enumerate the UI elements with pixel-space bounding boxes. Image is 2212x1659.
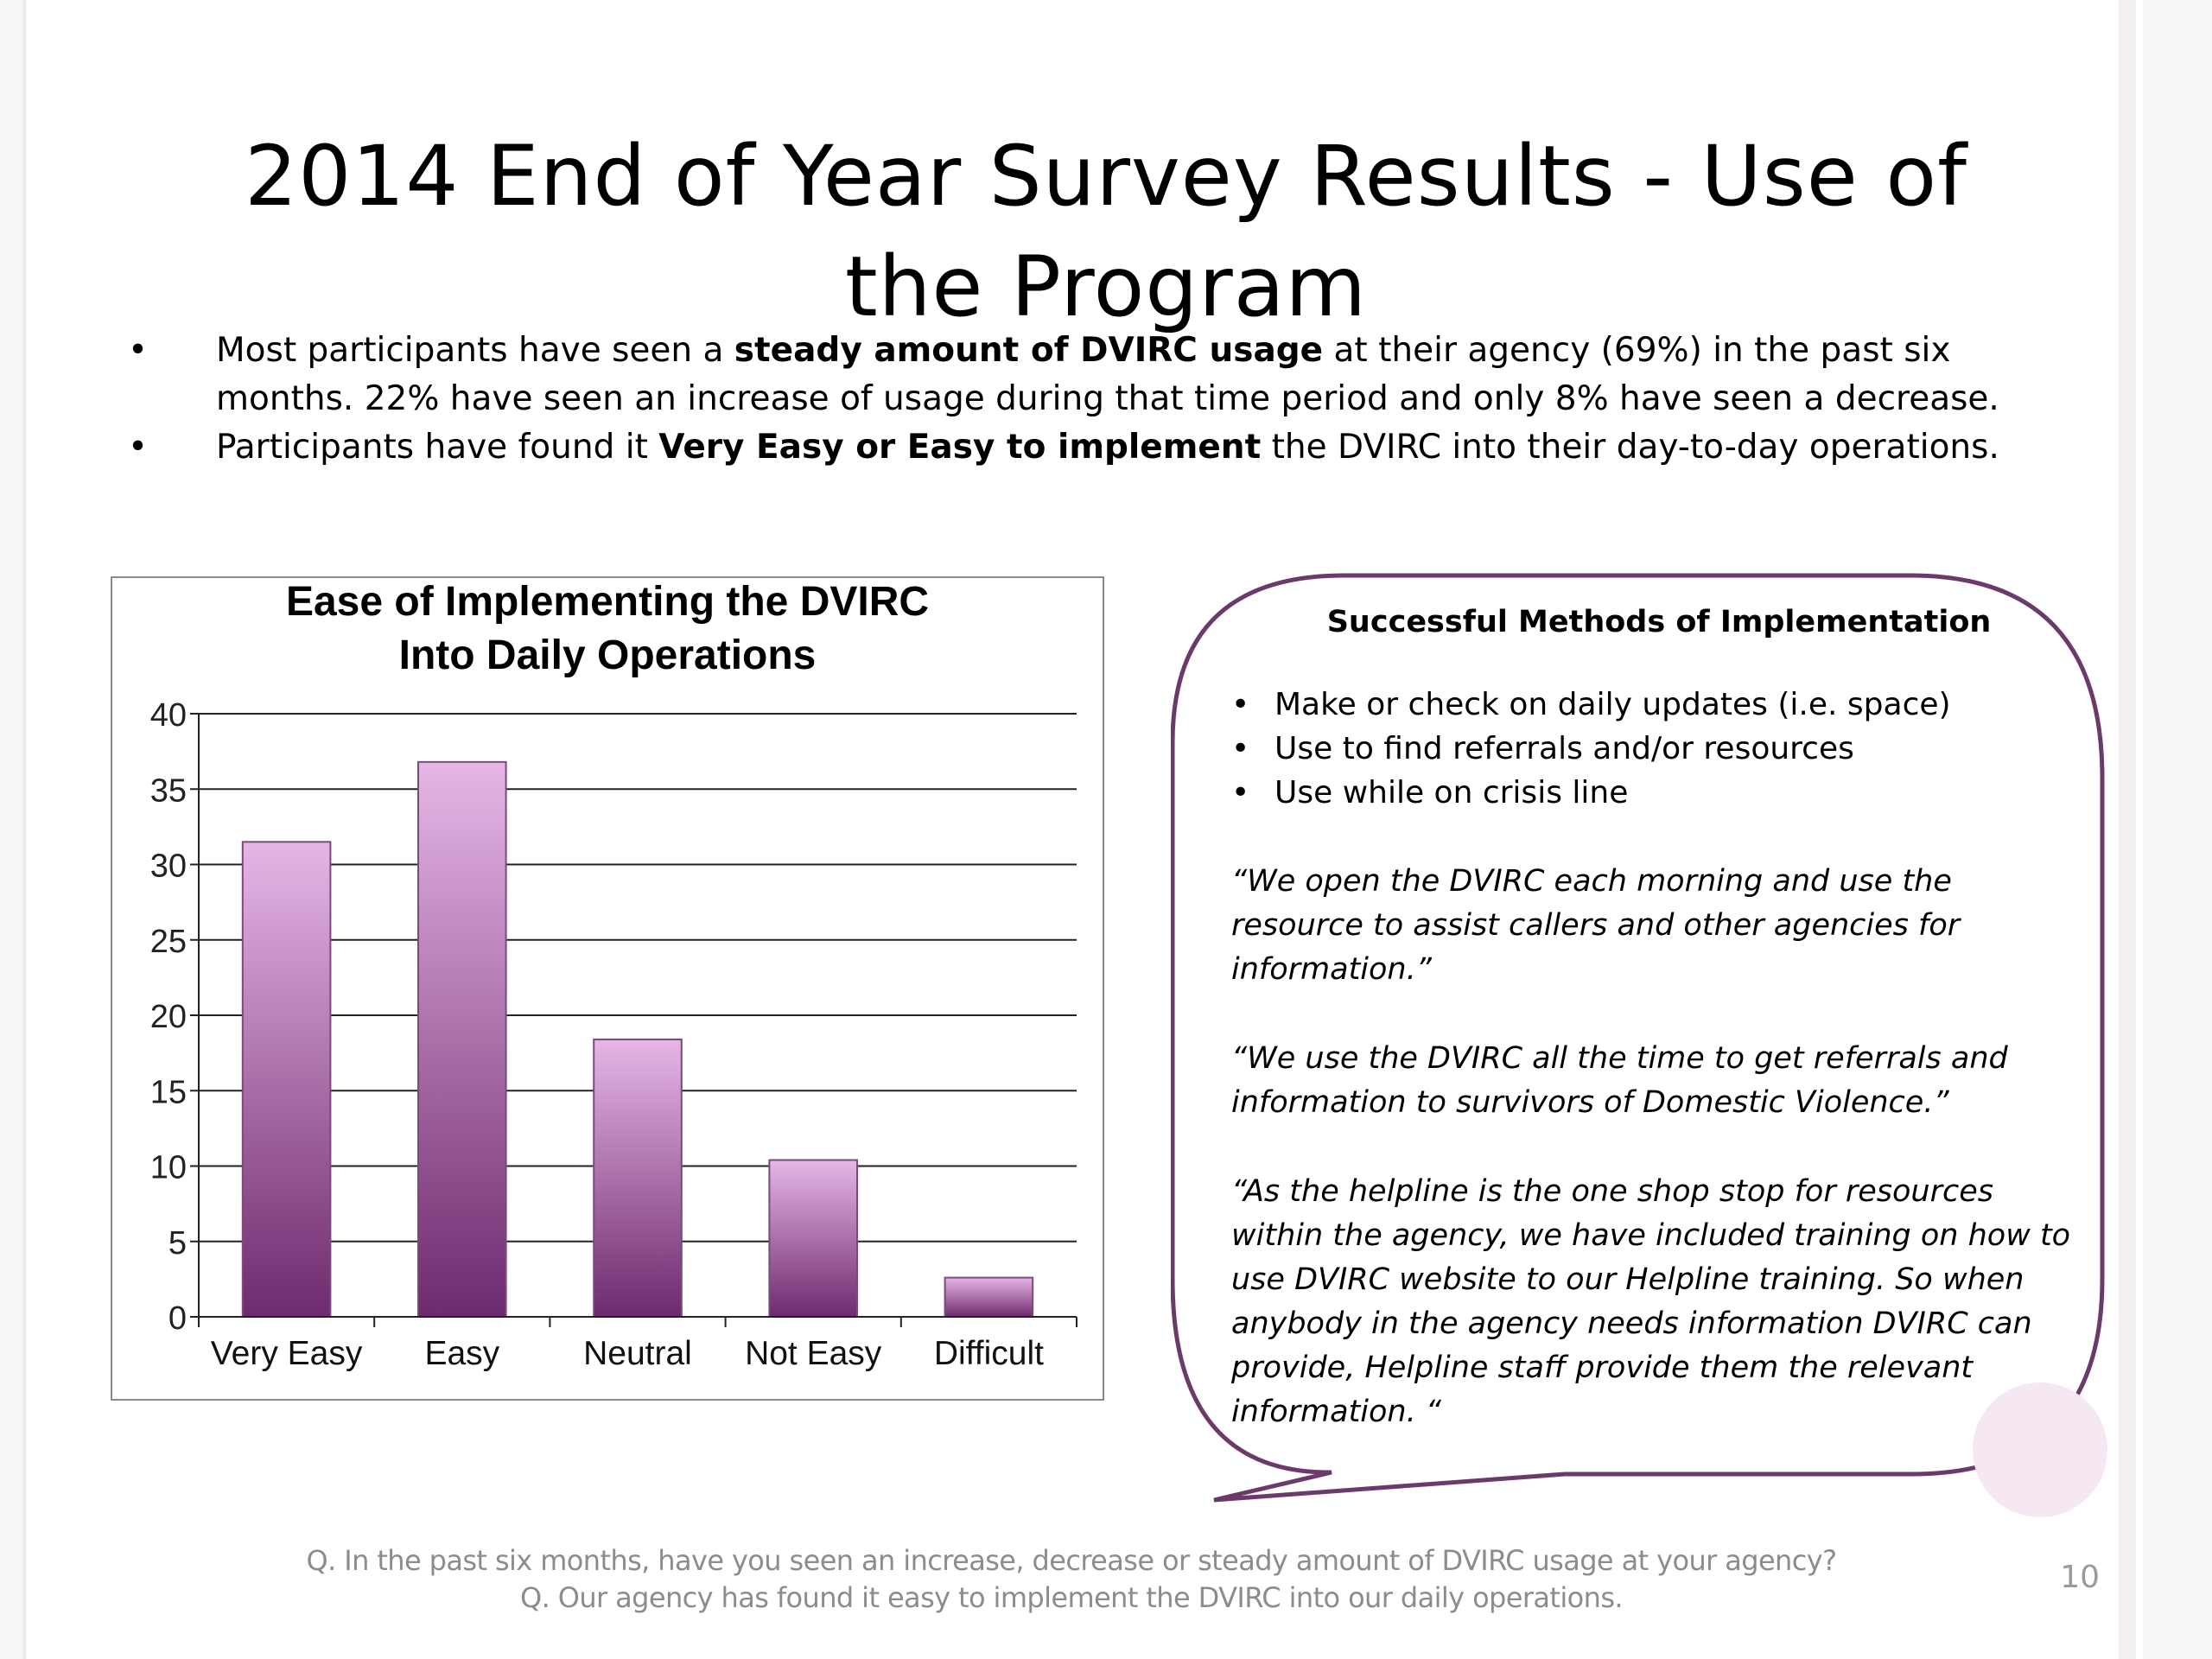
y-tick-label: 5 — [168, 1225, 187, 1262]
bullet-text: at their agency (69%) in the past six mo… — [216, 331, 1999, 418]
testimonial-quote: “We open the DVIRC each morning and use … — [1231, 864, 1961, 987]
method-item: Make or check on daily updates (i.e. spa… — [1231, 683, 2087, 727]
survey-question-2: Q. Our agency has found it easy to imple… — [520, 1581, 1624, 1614]
testimonial-quote: “We use the DVIRC all the time to get re… — [1231, 1041, 2008, 1120]
survey-question-1: Q. In the past six months, have you seen… — [306, 1544, 1838, 1577]
y-tick-label: 15 — [150, 1074, 187, 1110]
x-tick-label: Not Easy — [745, 1335, 882, 1372]
y-tick-label: 30 — [150, 849, 187, 885]
x-tick-label: Difficult — [934, 1335, 1044, 1372]
callout-bubble — [1171, 573, 2105, 1503]
bullet-text: the DVIRC into their day-to-day operatio… — [1261, 428, 1999, 467]
bullet-text: Most participants have seen a — [216, 331, 734, 370]
method-item: Use while on crisis line — [1231, 771, 2087, 815]
bar-chart: Ease of Implementing the DVIRC Into Dail… — [150, 579, 1077, 1372]
summary-bullets: • Most participants have seen a steady a… — [121, 327, 2056, 472]
y-tick-label: 0 — [168, 1300, 187, 1337]
slide-right-margin — [2143, 0, 2212, 1659]
bar-easy — [417, 760, 507, 1318]
slide-right-edge — [2119, 0, 2136, 1659]
summary-bullet-usage: • Most participants have seen a steady a… — [121, 327, 2056, 423]
bar-not-easy — [768, 1159, 859, 1319]
y-tick-label: 40 — [150, 697, 187, 734]
chart-axes: 0 5 10 15 20 25 30 35 40 Very Easy Easy Neutral Not … — [150, 697, 1077, 1372]
y-tick-label: 35 — [150, 772, 187, 809]
slide-title: 2014 End of Year Survey Results - Use of… — [245, 128, 1967, 335]
method-item: Use to find referrals and/or resources — [1231, 727, 2087, 771]
bullet-emphasis: steady amount of DVIRC usage — [734, 331, 1324, 370]
bullet-icon: • — [128, 428, 149, 467]
testimonial-quote: “As the helpline is the one shop stop fo… — [1231, 1174, 2071, 1429]
chart-title-line-2: Into Daily Operations — [399, 632, 817, 678]
bar-neutral — [593, 1038, 683, 1318]
chart-bars — [241, 760, 1034, 1319]
y-tick-label: 25 — [150, 924, 187, 960]
bullet-emphasis: Very Easy or Easy to implement — [658, 428, 1262, 467]
slide-right-gap — [2136, 0, 2143, 1659]
bullet-text: Participants have found it — [216, 428, 659, 467]
x-tick-label: Very Easy — [211, 1335, 363, 1372]
y-tick-label: 20 — [150, 999, 187, 1035]
slide-left-edge — [0, 0, 26, 1659]
summary-bullet-implementation: • Participants have found it Very Easy o… — [121, 423, 2056, 472]
survey-questions-footer: Q. In the past six months, have you seen… — [259, 1542, 1884, 1617]
callout-content: Successful Methods of Implementation Mak… — [1231, 596, 2087, 1434]
bar-difficult — [944, 1276, 1034, 1319]
bullet-icon: • — [128, 331, 149, 370]
chart-title-line-1: Ease of Implementing the DVIRC — [286, 579, 929, 625]
chart-frame: Ease of Implementing the DVIRC Into Dail… — [111, 576, 1104, 1401]
bar-very-easy — [241, 841, 332, 1318]
y-tick-label: 10 — [150, 1150, 187, 1186]
callout-heading: Successful Methods of Implementation — [1326, 605, 1992, 639]
page-number: 10 — [2060, 1560, 2100, 1595]
decorative-circle — [1973, 1382, 2107, 1517]
x-tick-label: Neutral — [583, 1335, 692, 1372]
methods-list: Make or check on daily updates (i.e. spa… — [1231, 683, 2087, 815]
x-tick-label: Easy — [424, 1335, 499, 1372]
callout-bubble-outline — [1171, 573, 2105, 1503]
